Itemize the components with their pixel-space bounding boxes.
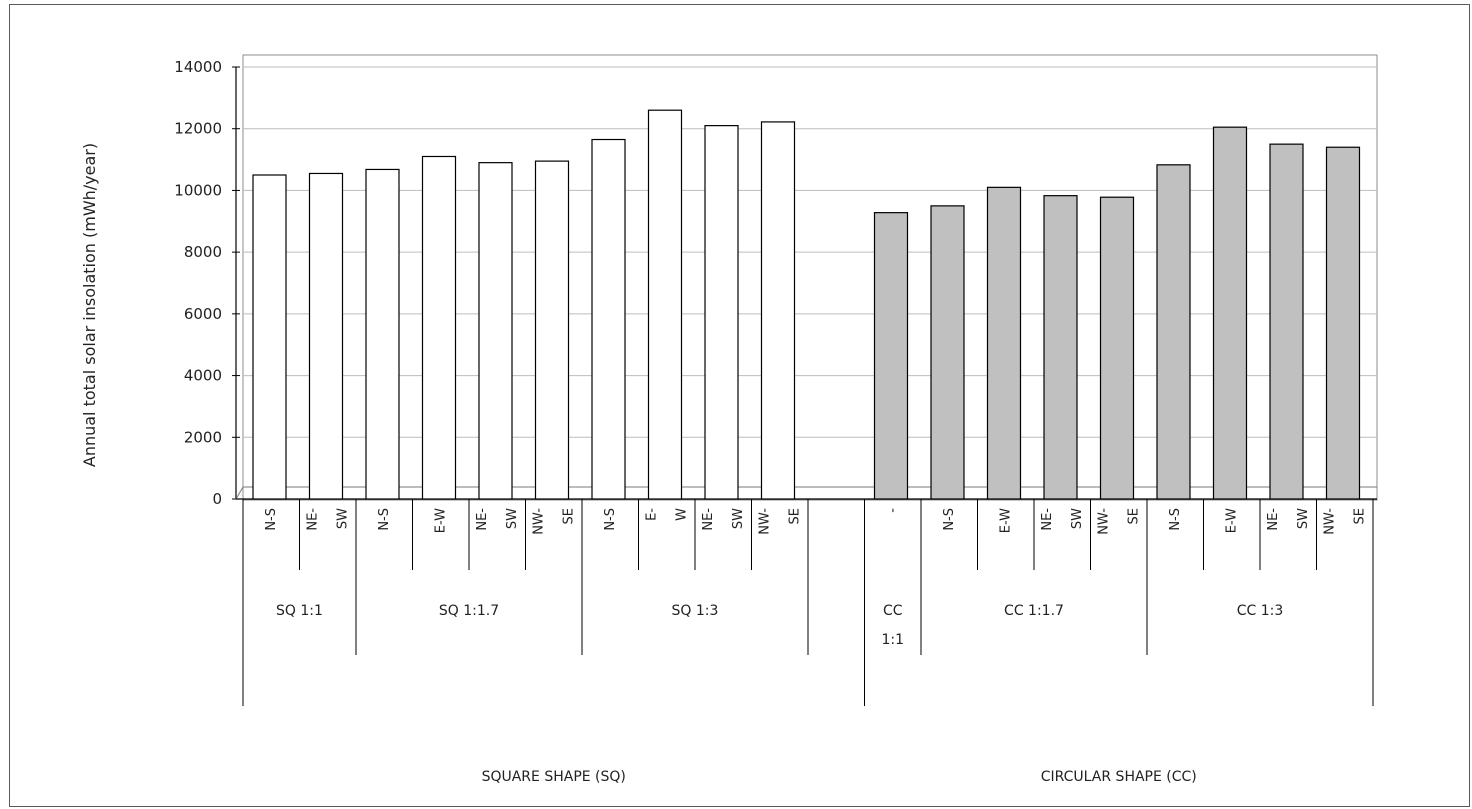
bar bbox=[1325, 146, 1361, 500]
group-label: CIRCULAR SHAPE (CC) bbox=[1041, 769, 1197, 785]
category-label: NE- bbox=[475, 508, 490, 531]
bar bbox=[1099, 196, 1135, 500]
category-label: N-S bbox=[264, 508, 279, 531]
category-label: E- bbox=[644, 508, 659, 521]
bar bbox=[478, 162, 513, 500]
category-label: SW bbox=[1070, 508, 1085, 529]
category-label: NE- bbox=[1040, 508, 1055, 531]
category-label: N-S bbox=[377, 508, 392, 531]
y-tick-label: 6000 bbox=[184, 305, 222, 323]
plot-area bbox=[242, 54, 1378, 501]
y-tick-label: 10000 bbox=[174, 181, 222, 199]
bar bbox=[1156, 164, 1191, 500]
y-tick-label: 0 bbox=[212, 490, 222, 508]
y-tick-label: 14000 bbox=[174, 58, 222, 76]
bar bbox=[986, 186, 1022, 500]
subgroup-label: SQ 1:1.7 bbox=[439, 603, 499, 619]
bar bbox=[308, 172, 344, 500]
y-axis-label: Annual total solar insolation (mWh/year) bbox=[80, 143, 99, 467]
category-label: NW- bbox=[757, 508, 772, 535]
bar bbox=[252, 174, 287, 500]
y-tick-label: 4000 bbox=[184, 367, 222, 385]
category-label: SW bbox=[731, 508, 746, 529]
category-label: N-S bbox=[603, 508, 618, 531]
floor-edge bbox=[235, 486, 244, 500]
category-label: E-W bbox=[998, 508, 1013, 533]
y-tick-label: 2000 bbox=[184, 428, 222, 446]
group-label: SQUARE SHAPE (SQ) bbox=[482, 769, 626, 785]
subgroup-label: SQ 1:1 bbox=[276, 603, 323, 619]
category-label: N-S bbox=[942, 508, 957, 531]
bar bbox=[421, 155, 457, 500]
category-label: NW- bbox=[531, 508, 546, 535]
subgroup-label: SQ 1:3 bbox=[672, 603, 719, 619]
bar bbox=[873, 212, 909, 500]
category-label: SW bbox=[505, 508, 520, 529]
bar bbox=[1043, 195, 1078, 500]
category-label: SE bbox=[1352, 508, 1367, 524]
bar bbox=[591, 138, 626, 500]
subgroup-label: CC 1:1.7 bbox=[1004, 603, 1064, 619]
y-tick-label: 8000 bbox=[184, 243, 222, 261]
category-label: SW bbox=[1296, 508, 1311, 529]
subgroup-label: CC 1:3 bbox=[1237, 603, 1284, 619]
category-label: SE bbox=[561, 508, 576, 524]
bar bbox=[647, 109, 683, 500]
category-label: NE- bbox=[1266, 508, 1281, 531]
bar bbox=[704, 125, 739, 500]
bar bbox=[1212, 126, 1248, 500]
category-label: - bbox=[885, 508, 900, 513]
bar bbox=[365, 168, 400, 500]
category-label: SW bbox=[335, 508, 350, 529]
category-label: NW- bbox=[1096, 508, 1111, 535]
chart-frame bbox=[9, 4, 1470, 807]
bar bbox=[930, 205, 965, 500]
subgroup-label: 1:1 bbox=[881, 632, 904, 648]
bar bbox=[1269, 143, 1304, 500]
subgroup-label: CC bbox=[883, 603, 903, 619]
category-label: SE bbox=[787, 508, 802, 524]
category-label: W bbox=[674, 508, 689, 521]
bar bbox=[760, 121, 796, 500]
bar bbox=[534, 160, 570, 500]
category-label: NE- bbox=[305, 508, 320, 531]
category-label: SE bbox=[1126, 508, 1141, 524]
y-tick-label: 12000 bbox=[174, 120, 222, 138]
category-label: E-W bbox=[433, 508, 448, 533]
category-label: NW- bbox=[1322, 508, 1337, 535]
category-label: N-S bbox=[1168, 508, 1183, 531]
category-label: E-W bbox=[1224, 508, 1239, 533]
category-label: NE- bbox=[701, 508, 716, 531]
